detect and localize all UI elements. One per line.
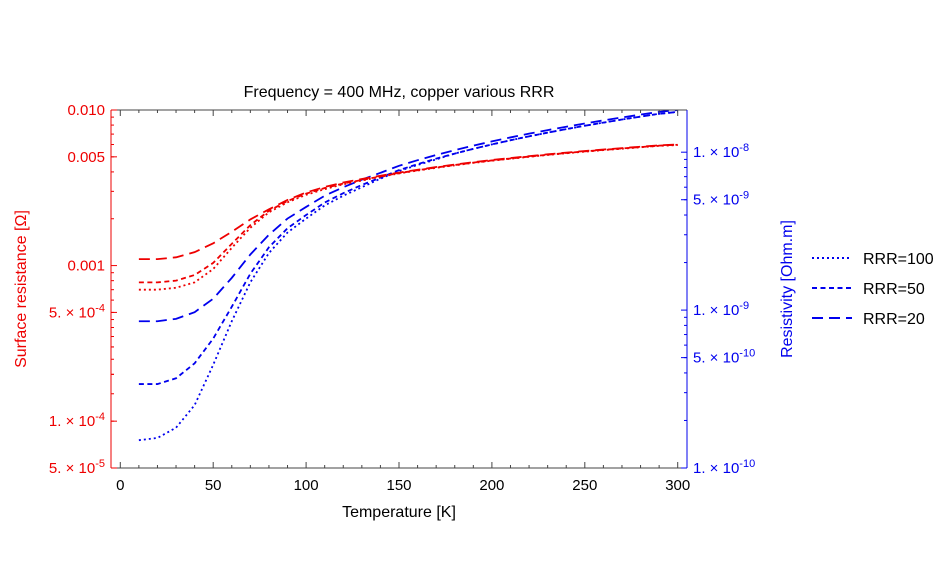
legend-label: RRR=100 bbox=[863, 251, 934, 268]
x-tick-label: 100 bbox=[294, 477, 319, 494]
x-tick-label: 300 bbox=[665, 477, 690, 494]
x-tick-label: 150 bbox=[386, 477, 411, 494]
left-tick-label: 0.005 bbox=[67, 149, 105, 166]
left-tick-label: 0.001 bbox=[67, 258, 105, 275]
chart-title: Frequency = 400 MHz, copper various RRR bbox=[244, 84, 555, 101]
series-line-resistivity-rrr=50 bbox=[138, 110, 678, 385]
series-line-surface-resistance-rrr=20 bbox=[138, 143, 678, 261]
legend: RRR=100 RRR=50 RRR=20 bbox=[812, 251, 934, 328]
y-axis-label-right: Resistivity [Ohm.m] bbox=[779, 220, 796, 358]
left-tick-label: 0.010 bbox=[67, 102, 105, 119]
series-line-resistivity-rrr=100 bbox=[138, 110, 678, 442]
x-tick-label: 200 bbox=[479, 477, 504, 494]
left-tick-label: 5. × 10-5 bbox=[49, 458, 105, 477]
right-tick-label: 5. × 10-9 bbox=[693, 190, 749, 209]
x-tick-label: 50 bbox=[205, 477, 222, 494]
right-tick-label: 1. × 10-8 bbox=[693, 142, 749, 161]
series-line-surface-resistance-rrr=100 bbox=[138, 144, 678, 291]
legend-label: RRR=20 bbox=[863, 311, 925, 328]
left-tick-label: 5. × 10-4 bbox=[49, 302, 105, 321]
legend-label: RRR=50 bbox=[863, 281, 925, 298]
x-tick-label: 250 bbox=[572, 477, 597, 494]
right-tick-label: 1. × 10-10 bbox=[693, 458, 755, 477]
y-axis-label-left: Surface resistance [Ω] bbox=[13, 210, 30, 368]
x-axis-label: Temperature [K] bbox=[342, 504, 456, 521]
plot-area bbox=[138, 110, 678, 442]
series-line-surface-resistance-rrr=50 bbox=[138, 143, 678, 284]
x-tick-label: 0 bbox=[116, 477, 124, 494]
right-tick-label: 1. × 10-9 bbox=[693, 300, 749, 319]
right-tick-label: 5. × 10-10 bbox=[693, 348, 755, 367]
left-tick-label: 1. × 10-4 bbox=[49, 411, 105, 430]
series-line-resistivity-rrr=20 bbox=[138, 110, 678, 323]
